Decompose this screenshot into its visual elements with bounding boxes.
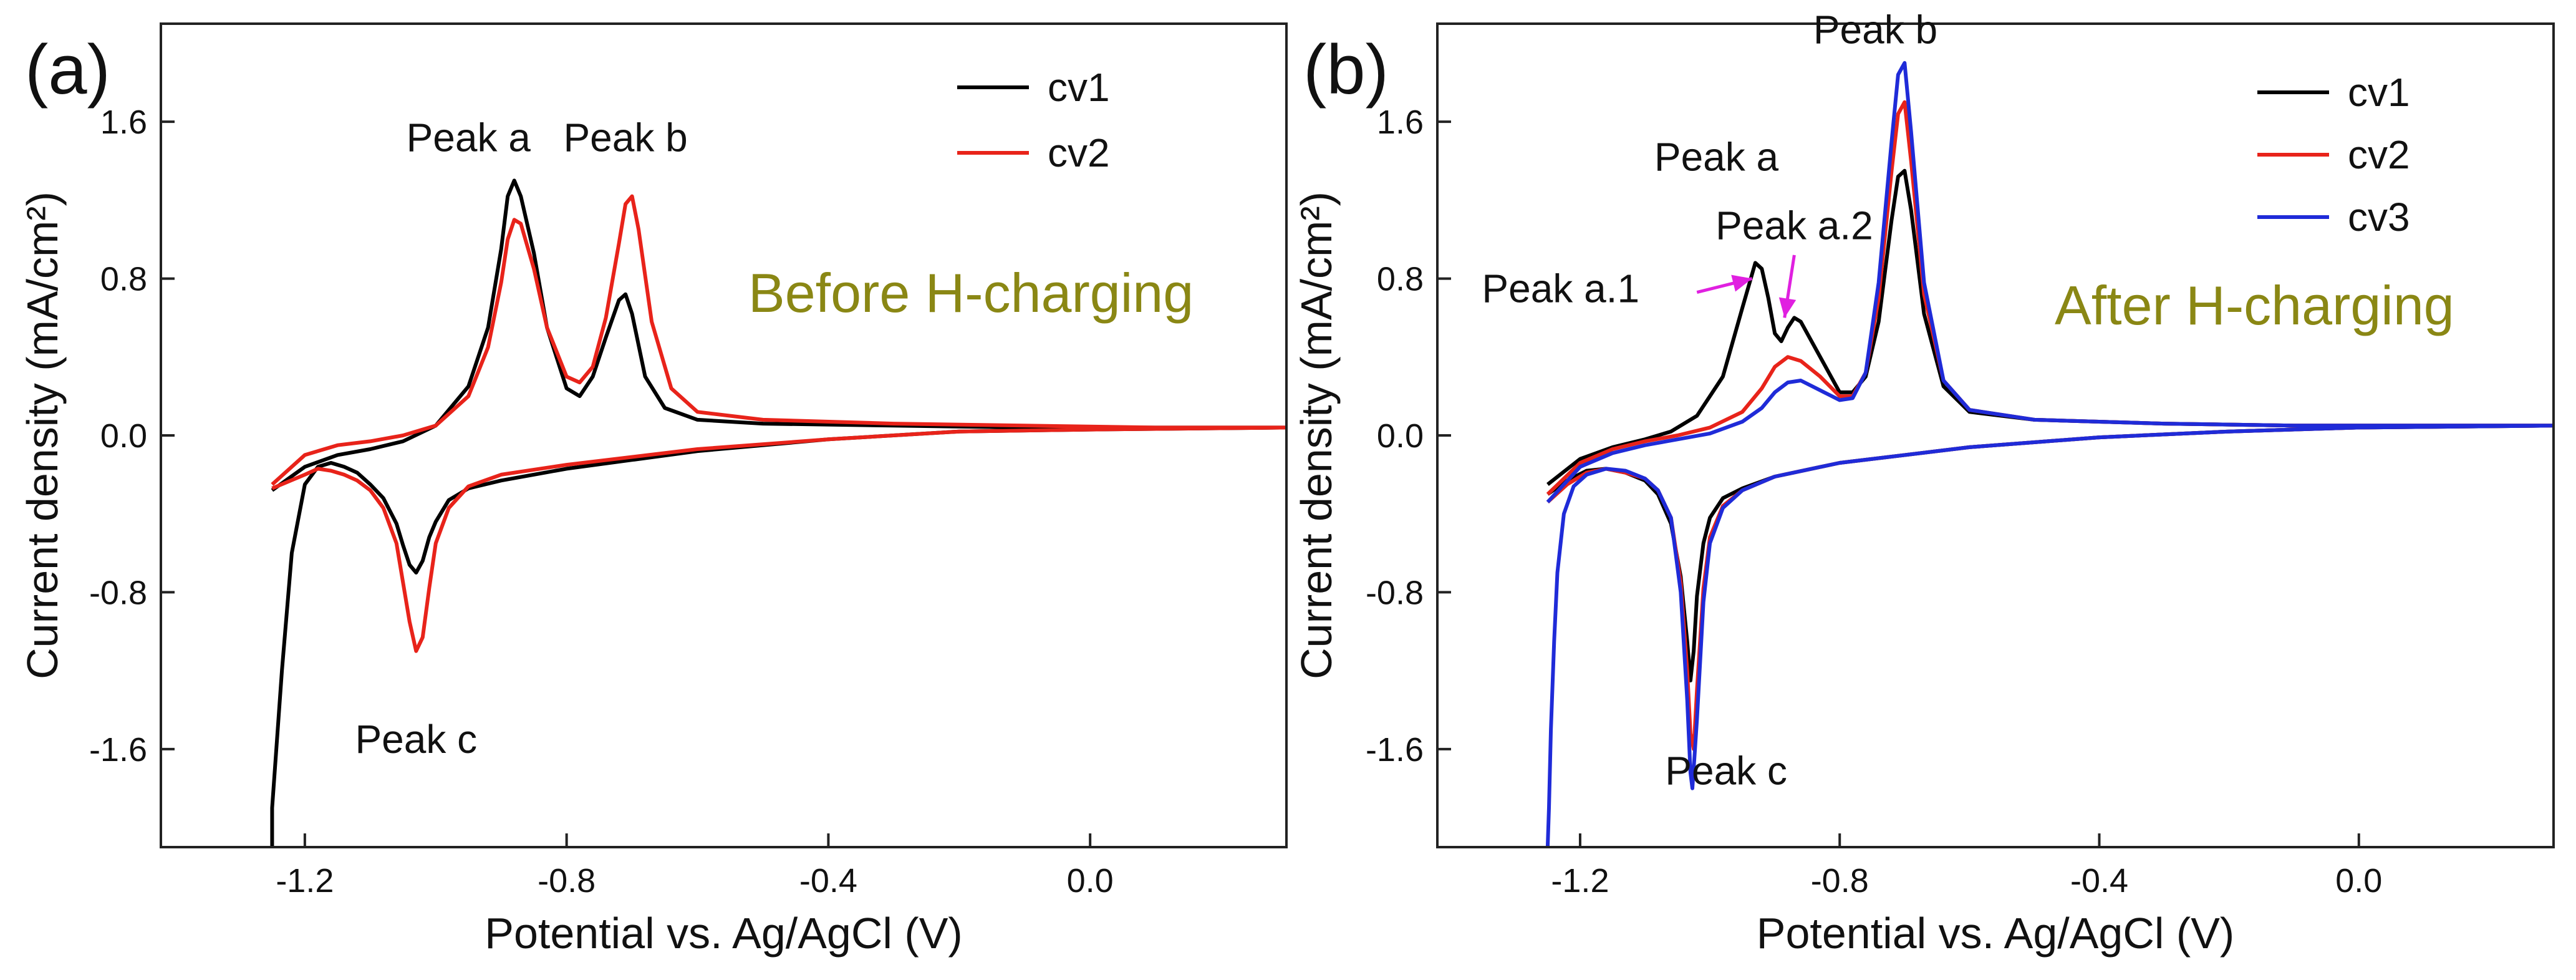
peak-annotation: Peak a [1654, 135, 1779, 180]
condition-label: Before H-charging [748, 262, 1194, 324]
series-cv3-line [1545, 61, 2554, 847]
legend-label-cv1: cv1 [2348, 70, 2410, 115]
x-tick-label: -0.8 [538, 862, 596, 900]
y-tick-label: 0.8 [100, 261, 147, 298]
x-tick-label: -1.2 [1551, 862, 1609, 900]
y-tick-label: 1.6 [100, 104, 147, 141]
legend-label-cv2: cv2 [2348, 132, 2410, 177]
panel-label: (a) [25, 31, 110, 109]
peak-annotation: Peak b [1813, 7, 1937, 52]
x-axis-title: Potential vs. Ag/AgCl (V) [1757, 909, 2234, 958]
annotation-arrow-head [1731, 274, 1752, 292]
y-tick-label: -1.6 [1366, 731, 1424, 769]
x-tick-label: -1.2 [276, 862, 334, 900]
panel-label: (b) [1303, 31, 1389, 109]
y-tick-label: 1.6 [1377, 104, 1424, 141]
x-tick-label: -0.4 [799, 862, 857, 900]
y-tick-label: 0.0 [100, 417, 147, 455]
y-axis-title: Current density (mA/cm²) [1292, 192, 1341, 679]
legend: cv1 cv2 cv3 [2257, 70, 2410, 240]
y-tick-label: -1.6 [89, 731, 147, 769]
legend-label-cv3: cv3 [2348, 195, 2410, 240]
y-tick-label: 0.0 [1377, 417, 1424, 455]
y-tick-label: -0.8 [89, 574, 147, 611]
plot-frame [160, 22, 1288, 848]
annotation-arrow-head [1778, 297, 1797, 318]
peak-annotation: Peak a.1 [1482, 266, 1639, 311]
legend-label-cv1: cv1 [1048, 65, 1110, 110]
peak-annotation: Peak c [1665, 748, 1787, 793]
panel-b-cv-after-h-charging: -1.2 -0.8 -0.4 0.0 -1.6 -0.8 0.0 0.8 1.6 Potentia… [1292, 7, 2555, 958]
x-tick-label: 0.0 [2335, 862, 2382, 900]
series-cv2-line [271, 194, 1286, 653]
x-tick-label: -0.4 [2070, 862, 2128, 900]
y-tick-label: -0.8 [1366, 574, 1424, 611]
y-axis-title: Current density (mA/cm²) [18, 192, 67, 679]
y-tick-label: 0.8 [1377, 261, 1424, 298]
x-axis-title: Potential vs. Ag/AgCl (V) [485, 909, 962, 958]
condition-label: After H-charging [2055, 274, 2454, 336]
legend-label-cv2: cv2 [1048, 130, 1110, 175]
peak-annotation: Peak a [407, 115, 531, 160]
peak-annotation: Peak a.2 [1715, 203, 1873, 248]
panel-a-cv-before-h-charging: -1.2 -0.8 -0.4 0.0 -1.6 -0.8 0.0 0.8 1.6 Potentia… [18, 22, 1288, 958]
x-tick-label: -0.8 [1811, 862, 1869, 900]
peak-annotation: Peak b [563, 115, 687, 160]
x-tick-label: 0.0 [1067, 862, 1114, 900]
peak-annotation: Peak c [355, 717, 477, 762]
